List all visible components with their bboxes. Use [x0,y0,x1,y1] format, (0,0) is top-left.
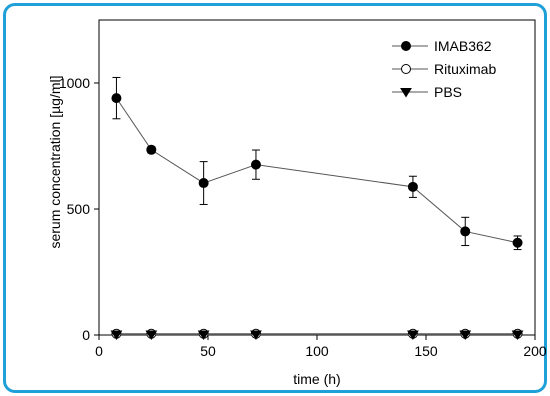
legend: IMAB362 Rituximab PBS [392,38,496,100]
x-tick-label: 200 [523,343,547,359]
legend-label: PBS [434,84,462,100]
legend-item: Rituximab [392,61,496,77]
x-tick-label: 150 [414,343,438,359]
data-point [111,93,122,104]
legend-label: IMAB362 [434,38,492,54]
legend-label: Rituximab [434,61,496,77]
series-imab362 [111,76,523,251]
chart-frame [3,3,547,393]
legend-marker [400,88,412,98]
data-point [198,178,209,189]
legend-marker [401,64,411,74]
x-tick-label: 0 [95,343,103,359]
legend-item: IMAB362 [392,38,492,54]
x-tick-label: 50 [200,343,216,359]
y-tick-label: 0 [82,327,90,343]
data-point [250,330,262,340]
data-point [146,144,157,155]
data-point [511,330,524,340]
data-point [197,330,210,340]
data-point [460,226,471,237]
x-tick-label: 100 [305,343,329,359]
series-layer [110,76,524,340]
data-point [145,330,158,340]
y-tick-label: 500 [67,201,91,217]
axes: serum concentration [µg/ml] time (h) 0 50… [47,19,547,387]
x-axis-label: time (h) [293,371,340,387]
y-axis-label: serum concentration [µg/ml] [47,75,63,248]
data-point [407,181,418,192]
legend-marker [401,41,411,51]
data-point [250,159,261,170]
data-point [407,330,419,340]
data-point [512,237,523,248]
series-line [116,97,518,244]
data-point [110,330,123,340]
series-pbs [110,330,524,340]
legend-item: PBS [392,84,462,100]
data-point [459,330,472,340]
y-tick-label: 1000 [59,75,90,91]
